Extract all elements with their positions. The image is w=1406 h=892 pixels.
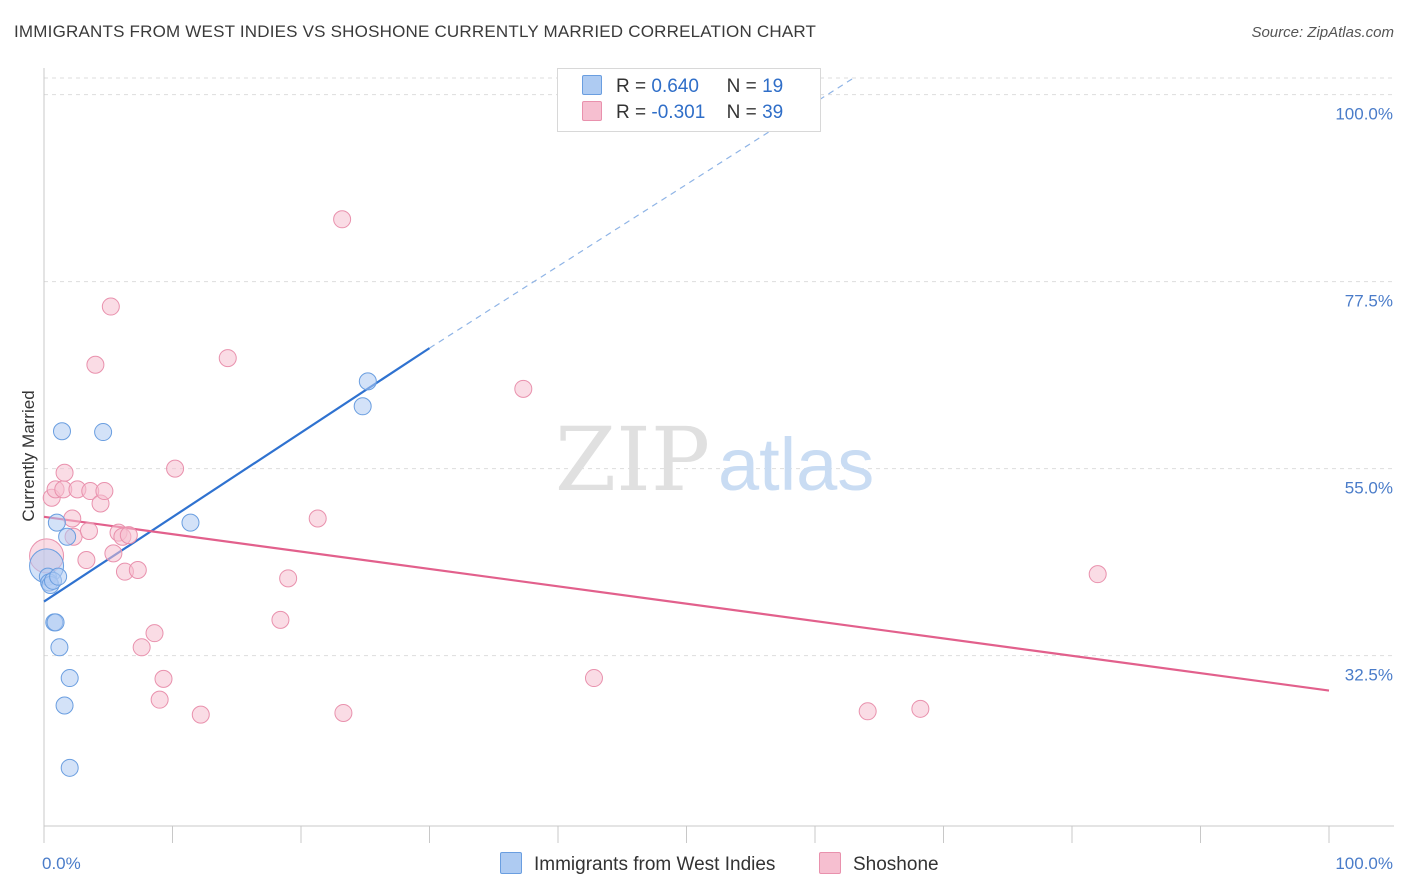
data-point-shoshone (1088, 565, 1107, 584)
data-point-shoshone (218, 349, 237, 368)
data-point-shoshone (132, 638, 151, 657)
legend-n-label: N = (726, 102, 757, 123)
trend-line-shoshone (43, 515, 1330, 692)
legend-swatch-blue (582, 75, 602, 95)
data-point-west-indies (358, 372, 377, 391)
legend-r-value: 0.640 (651, 76, 699, 97)
data-point-shoshone (150, 690, 169, 709)
data-point-shoshone (104, 544, 123, 563)
axes (43, 68, 1394, 843)
legend-n-value: 19 (762, 76, 784, 97)
data-point-shoshone (911, 699, 930, 718)
data-point-shoshone (191, 705, 210, 724)
data-point-shoshone (79, 521, 98, 540)
watermark: ZIP atlas (555, 408, 874, 511)
y-tick-label: 77.5% (1345, 292, 1393, 311)
legend-label-blue: Immigrants from West Indies (534, 854, 776, 875)
data-point-shoshone (334, 703, 353, 722)
tick-labels: 100.0% 77.5% 55.0% 32.5% 0.0% 100.0% (42, 105, 1393, 873)
x-tick-label: 100.0% (1335, 854, 1393, 873)
data-point-west-indies (58, 527, 77, 546)
y-axis-label: Currently Married (19, 390, 38, 521)
legend-swatch-pink (582, 101, 602, 121)
data-point-west-indies (46, 613, 65, 632)
data-point-shoshone (119, 526, 138, 545)
data-point-shoshone (95, 482, 114, 501)
data-point-shoshone (858, 702, 877, 721)
data-point-shoshone (145, 624, 164, 643)
data-point-west-indies (181, 513, 200, 532)
data-point-west-indies (60, 758, 79, 777)
legend-r-value: -0.301 (651, 102, 706, 123)
data-point-west-indies (94, 423, 113, 442)
data-point-shoshone (77, 551, 96, 570)
data-point-west-indies (52, 422, 71, 441)
stats-legend: R = 0.640 N = 19 R = -0.301 N = 39 (557, 68, 821, 132)
y-tick-label: 32.5% (1345, 666, 1393, 685)
legend-row-blue: R = 0.640 N = 19 (582, 75, 783, 99)
data-point-shoshone (584, 669, 603, 688)
data-point-west-indies (49, 567, 68, 586)
watermark-zip: ZIP (555, 408, 710, 511)
y-tick-label: 55.0% (1345, 479, 1393, 498)
data-point-shoshone (154, 669, 173, 688)
data-point-shoshone (308, 509, 327, 528)
gridlines (44, 77, 1394, 657)
legend-swatch-blue (500, 852, 522, 874)
data-point-shoshone (279, 569, 298, 588)
data-points (29, 210, 1107, 777)
data-point-west-indies (47, 513, 66, 532)
data-point-shoshone (101, 297, 120, 316)
legend-swatch-pink (819, 852, 841, 874)
legend-r-label: R = (616, 102, 647, 123)
data-point-shoshone (86, 355, 105, 374)
data-point-shoshone (63, 509, 82, 528)
legend-row-pink: R = -0.301 N = 39 (582, 101, 783, 125)
trend-lines (43, 77, 1330, 692)
data-point-west-indies (50, 638, 69, 657)
data-point-shoshone (333, 210, 352, 229)
bottom-legend-blue: Immigrants from West Indies (500, 852, 775, 876)
legend-r-label: R = (616, 76, 647, 97)
data-point-west-indies (353, 397, 372, 416)
data-point-shoshone (166, 459, 185, 478)
legend-n-label: N = (726, 76, 757, 97)
legend-label-pink: Shoshone (853, 854, 939, 875)
legend-n-value: 39 (762, 102, 784, 123)
x-tick-label: 0.0% (42, 854, 81, 873)
data-point-shoshone (271, 610, 290, 629)
y-tick-label: 100.0% (1335, 105, 1393, 124)
watermark-atlas: atlas (718, 423, 874, 506)
data-point-west-indies (55, 696, 74, 715)
data-point-shoshone (55, 463, 74, 482)
data-point-shoshone (128, 561, 147, 580)
bottom-legend-pink: Shoshone (819, 852, 939, 876)
source-label: Source: ZipAtlas.com (1251, 24, 1394, 41)
data-point-shoshone (514, 379, 533, 398)
data-point-west-indies (60, 669, 79, 688)
chart-title: IMMIGRANTS FROM WEST INDIES VS SHOSHONE … (14, 22, 817, 41)
